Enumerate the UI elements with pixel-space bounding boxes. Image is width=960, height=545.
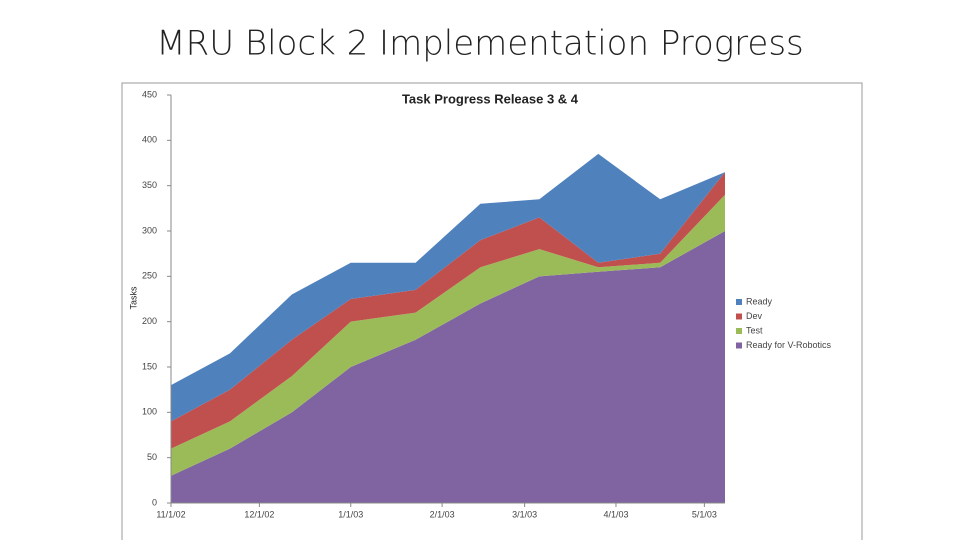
legend-swatch xyxy=(736,313,742,320)
area xyxy=(171,172,725,449)
y-axis-label: Tasks xyxy=(128,286,138,310)
x-tick-label: 1/1/03 xyxy=(338,509,363,519)
slide-title: MRU Block 2 Implementation Progress xyxy=(156,24,804,64)
y-tick-label: 250 xyxy=(142,271,157,281)
legend-label: Test xyxy=(746,325,763,335)
legend-label: Dev xyxy=(746,311,763,321)
x-tick-label: 2/1/03 xyxy=(430,509,455,519)
area xyxy=(171,231,725,503)
y-tick-label: 0 xyxy=(152,497,157,507)
y-tick-label: 150 xyxy=(142,361,157,371)
y-tick-label: 400 xyxy=(142,135,157,145)
y-tick-label: 200 xyxy=(142,316,157,326)
x-tick-label: 11/1/02 xyxy=(156,509,185,519)
x-tick-label: 4/1/03 xyxy=(603,509,628,519)
legend-label: Ready xyxy=(746,296,773,306)
area xyxy=(171,194,725,476)
y-tick-label: 350 xyxy=(142,180,157,190)
x-tick-label: 5/1/03 xyxy=(692,509,717,519)
legend-swatch xyxy=(736,328,742,334)
y-tick-label: 100 xyxy=(142,407,157,417)
x-tick-label: 3/1/03 xyxy=(512,509,537,519)
y-tick-label: 300 xyxy=(142,225,157,235)
area xyxy=(171,153,725,422)
legend-swatch xyxy=(736,299,742,305)
y-tick-label: 50 xyxy=(147,452,157,462)
legend-swatch xyxy=(736,342,742,349)
chart-title: Task Progress Release 3 & 4 xyxy=(402,91,579,106)
legend-label: Ready for V-Robotics xyxy=(746,340,832,350)
x-tick-label: 12/1/02 xyxy=(244,509,274,519)
y-tick-label: 450 xyxy=(142,89,157,99)
